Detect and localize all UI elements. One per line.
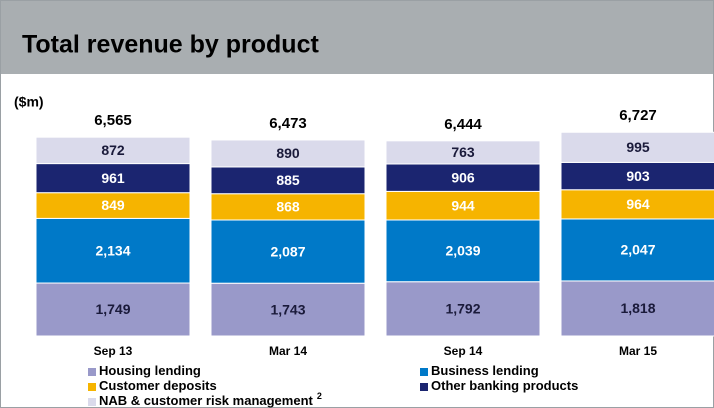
unit-label: ($m) xyxy=(14,94,44,110)
bar-segment xyxy=(210,219,366,284)
chart-title: Total revenue by product xyxy=(22,31,319,59)
bar-segment xyxy=(560,161,714,191)
legend-label: Housing lending xyxy=(99,363,201,378)
data-label: 1,749 xyxy=(95,301,130,317)
legend-swatch xyxy=(420,368,428,376)
header-band xyxy=(0,0,714,74)
bar-segment xyxy=(35,163,191,194)
data-label: 906 xyxy=(451,169,475,185)
data-label: 1,743 xyxy=(270,301,305,317)
legend-name: NAB & customer risk management xyxy=(99,393,314,408)
bar-segment xyxy=(35,217,191,284)
data-label: 961 xyxy=(101,170,125,186)
data-label: 849 xyxy=(101,197,125,213)
legend-swatch xyxy=(88,368,96,376)
bar-segment xyxy=(385,219,541,283)
data-label: 2,087 xyxy=(270,243,305,259)
data-label: 903 xyxy=(626,168,650,184)
data-label: 964 xyxy=(626,196,650,212)
total-label: 6,565 xyxy=(94,112,132,129)
legend-label: Business lending xyxy=(431,363,539,378)
legend-label: NAB & customer risk management 2 xyxy=(99,391,322,408)
total-label: 6,444 xyxy=(444,116,482,133)
legend-swatch xyxy=(420,383,428,391)
x-tick-label: Mar 14 xyxy=(269,344,307,358)
bar-segment xyxy=(35,136,191,165)
legend-label: Customer deposits xyxy=(99,378,217,393)
bar-segment xyxy=(210,282,366,337)
legend-label: Other banking products xyxy=(431,378,578,393)
legend-name: Housing lending xyxy=(99,363,201,378)
bar-segment xyxy=(560,131,714,163)
bar-segment xyxy=(385,140,541,165)
bar-segment xyxy=(560,189,714,220)
legend-swatch xyxy=(88,398,96,406)
data-label: 885 xyxy=(276,172,300,188)
data-label: 1,792 xyxy=(445,301,480,317)
data-label: 2,047 xyxy=(620,242,655,258)
total-label: 6,473 xyxy=(269,115,307,132)
data-label: 868 xyxy=(276,199,300,215)
bar-segment xyxy=(210,193,366,221)
bar-segment xyxy=(210,139,366,168)
x-tick-label: Sep 13 xyxy=(94,344,133,358)
data-label: 2,134 xyxy=(95,242,130,258)
data-label: 872 xyxy=(101,142,125,158)
data-label: 1,818 xyxy=(620,300,655,316)
data-label: 995 xyxy=(626,139,650,155)
x-tick-label: Mar 15 xyxy=(619,344,657,358)
bar-segment xyxy=(385,281,541,337)
bar-segment xyxy=(35,192,191,219)
data-label: 763 xyxy=(451,144,475,160)
bar-segment xyxy=(385,163,541,192)
legend-name: Other banking products xyxy=(431,378,578,393)
legend-swatch xyxy=(88,383,96,391)
total-label: 6,727 xyxy=(619,107,657,124)
x-tick-label: Sep 14 xyxy=(444,344,483,358)
legend-name: Business lending xyxy=(431,363,539,378)
bar-segment xyxy=(560,218,714,282)
data-label: 890 xyxy=(276,145,300,161)
legend-footnote: 2 xyxy=(317,391,322,401)
legend-name: Customer deposits xyxy=(99,378,217,393)
data-label: 2,039 xyxy=(445,243,480,259)
data-label: 944 xyxy=(451,197,475,213)
